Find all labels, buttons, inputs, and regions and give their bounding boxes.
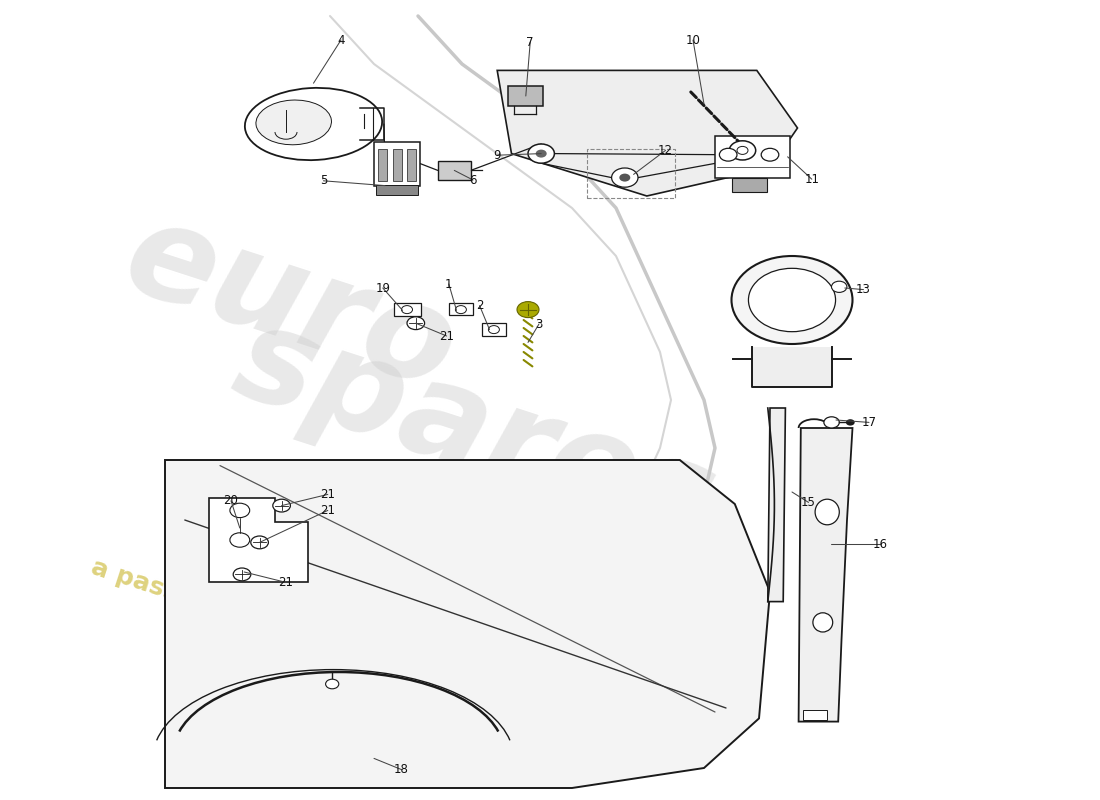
Polygon shape	[799, 428, 853, 722]
Circle shape	[732, 256, 852, 344]
Text: 21: 21	[278, 576, 294, 589]
Text: 13: 13	[856, 283, 871, 296]
Text: euro: euro	[110, 191, 472, 417]
Text: 7: 7	[527, 36, 534, 49]
Circle shape	[230, 533, 250, 547]
Text: 5: 5	[320, 174, 327, 187]
Polygon shape	[768, 408, 785, 602]
Circle shape	[273, 499, 290, 512]
Bar	[803, 710, 827, 720]
Text: 9: 9	[494, 149, 501, 162]
Ellipse shape	[245, 88, 382, 160]
Text: 21: 21	[439, 330, 454, 342]
Bar	[449, 303, 473, 315]
Ellipse shape	[813, 613, 833, 632]
Circle shape	[619, 174, 630, 182]
Polygon shape	[209, 498, 308, 582]
Circle shape	[233, 568, 251, 581]
Bar	[482, 323, 506, 336]
Text: 19: 19	[375, 282, 390, 294]
Circle shape	[737, 146, 748, 154]
Circle shape	[761, 148, 779, 161]
Bar	[393, 149, 402, 181]
Text: 15: 15	[801, 496, 816, 509]
Text: 1: 1	[446, 278, 452, 290]
Text: 20: 20	[223, 494, 239, 507]
Polygon shape	[497, 70, 798, 196]
Circle shape	[230, 503, 250, 518]
Circle shape	[455, 306, 466, 314]
Circle shape	[488, 326, 499, 334]
Circle shape	[251, 536, 268, 549]
Text: 21: 21	[320, 488, 336, 501]
Text: 12: 12	[658, 144, 673, 157]
Text: 18: 18	[394, 763, 409, 776]
Polygon shape	[165, 460, 770, 788]
Text: 11: 11	[804, 173, 820, 186]
Text: 3: 3	[536, 318, 542, 330]
Circle shape	[402, 306, 412, 314]
Text: 16: 16	[872, 538, 888, 550]
Circle shape	[846, 419, 855, 426]
Bar	[438, 161, 471, 180]
Circle shape	[536, 150, 547, 158]
Text: 2: 2	[476, 299, 483, 312]
Bar	[376, 185, 418, 195]
Ellipse shape	[815, 499, 839, 525]
Circle shape	[517, 302, 539, 318]
Bar	[378, 149, 387, 181]
Circle shape	[528, 144, 554, 163]
Circle shape	[612, 168, 638, 187]
Text: 10: 10	[685, 34, 701, 46]
Circle shape	[824, 417, 839, 428]
Bar	[374, 142, 420, 186]
Bar	[715, 136, 790, 178]
Bar	[752, 347, 832, 387]
Bar	[732, 178, 767, 192]
Ellipse shape	[256, 100, 331, 145]
Circle shape	[832, 282, 847, 293]
Circle shape	[719, 148, 737, 161]
Circle shape	[729, 141, 756, 160]
Text: 17: 17	[861, 416, 877, 429]
Text: 4: 4	[338, 34, 344, 46]
Bar	[508, 86, 543, 106]
Circle shape	[748, 268, 836, 332]
Circle shape	[407, 317, 425, 330]
Text: a passion for parts since 1985: a passion for parts since 1985	[88, 554, 500, 710]
Text: 6: 6	[470, 174, 476, 186]
Bar	[394, 303, 421, 316]
Bar	[407, 149, 416, 181]
Text: spares: spares	[220, 295, 730, 569]
Bar	[587, 149, 675, 198]
Text: 21: 21	[320, 504, 336, 517]
Circle shape	[326, 679, 339, 689]
